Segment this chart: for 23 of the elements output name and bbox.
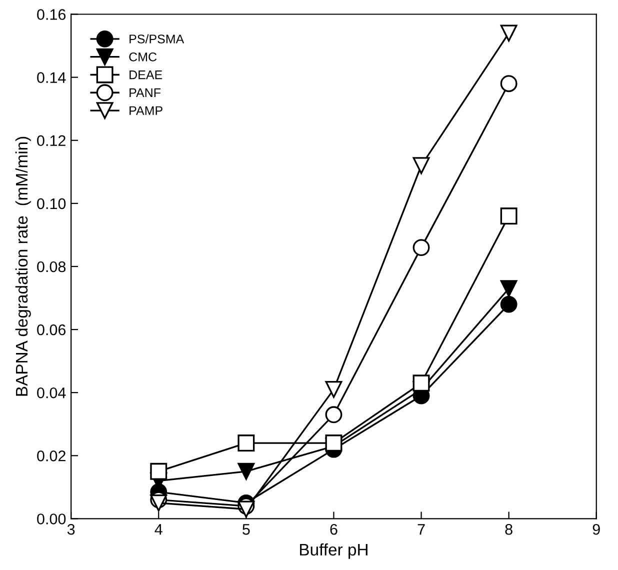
y-tick-label: 0.04 [37,387,66,398]
legend-label: PANF [130,88,160,98]
legend-label: CMC [129,52,157,62]
x-tick-label: 6 [330,524,338,535]
y-tick-label: 0.06 [37,324,66,336]
x-tick-label: 5 [242,524,250,535]
y-tick-label: 0.02 [37,450,66,462]
y-tick-label: 0.00 [37,514,66,524]
y-tick-label: 0.08 [37,261,66,272]
legend-label: PS/PSMA [130,34,184,44]
x-axis-title: Buffer pH [300,543,368,559]
x-tick-label: 7 [418,524,425,535]
y-axis-title: BAPNA degradation rate (mM/min) [15,136,31,396]
y-tick-label: 0.12 [37,135,66,146]
x-tick-label: 8 [505,524,512,535]
y-tick-label: 0.14 [37,72,66,83]
legend-label: PAMP [130,106,162,115]
x-tick-label: 3 [67,524,75,535]
legend-label: DEAE [130,70,162,80]
y-tick-label: 0.10 [37,198,66,210]
x-tick-label: 9 [592,524,600,535]
y-tick-label: 0.16 [37,9,66,20]
x-tick-label: 4 [154,524,162,535]
